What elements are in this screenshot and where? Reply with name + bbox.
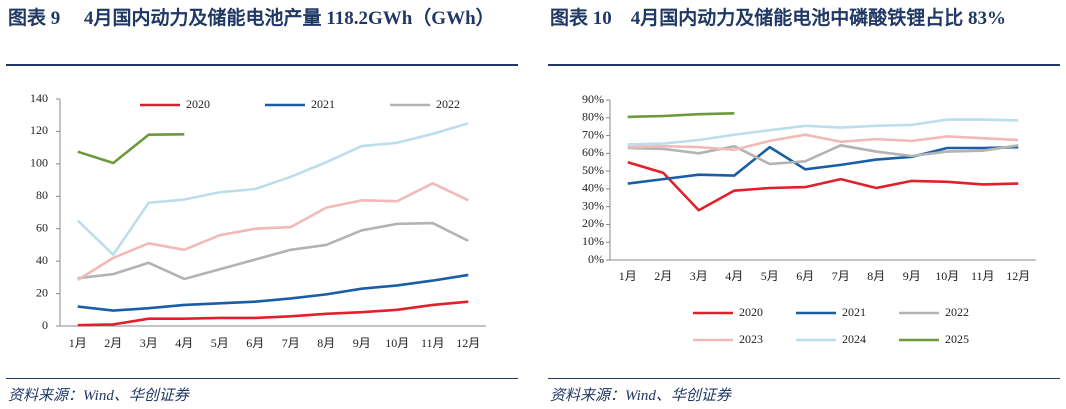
y-tick-label: 30% bbox=[582, 198, 604, 212]
legend-label: 2022 bbox=[436, 97, 460, 111]
series-line bbox=[77, 300, 469, 327]
legend-label: 2022 bbox=[945, 305, 969, 319]
y-tick-label: 100 bbox=[30, 156, 48, 170]
x-tick-label: 7月 bbox=[832, 269, 850, 283]
x-tick-label: 9月 bbox=[353, 336, 371, 350]
y-tick-label: 40% bbox=[582, 181, 604, 195]
y-tick-label: 10% bbox=[582, 234, 604, 248]
y-tick-label: 90% bbox=[582, 92, 604, 106]
legend-label: 2020 bbox=[739, 305, 763, 319]
y-tick-label: 50% bbox=[582, 163, 604, 177]
y-tick-label: 40 bbox=[36, 253, 48, 267]
legend-label: 2020 bbox=[186, 97, 210, 111]
x-tick-label: 4月 bbox=[725, 269, 743, 283]
x-tick-label: 10月 bbox=[385, 336, 409, 350]
x-tick-label: 12月 bbox=[1006, 269, 1030, 283]
series-line bbox=[77, 133, 185, 165]
x-tick-label: 9月 bbox=[903, 269, 921, 283]
chart-title: 图表 10 4月国内动力及储能电池中磷酸铁锂占比 83% bbox=[550, 8, 1007, 29]
source: 资料来源：Wind、华创证券 bbox=[550, 388, 731, 404]
series-line bbox=[627, 133, 1019, 152]
series-line bbox=[77, 221, 469, 281]
divider bbox=[6, 64, 518, 66]
legend-label: 2021 bbox=[842, 305, 866, 319]
y-tick-label: 60 bbox=[36, 220, 48, 234]
x-tick-label: 2月 bbox=[104, 336, 122, 350]
series-line bbox=[627, 112, 735, 119]
divider bbox=[548, 378, 1060, 379]
y-tick-label: 20% bbox=[582, 216, 604, 230]
legend-label: 2021 bbox=[311, 97, 335, 111]
legend-label: 2025 bbox=[945, 332, 969, 346]
x-tick-label: 3月 bbox=[690, 269, 708, 283]
x-tick-label: 7月 bbox=[282, 336, 300, 350]
x-tick-label: 11月 bbox=[421, 336, 445, 350]
x-tick-label: 5月 bbox=[211, 336, 229, 350]
x-tick-label: 1月 bbox=[69, 336, 87, 350]
x-tick-label: 4月 bbox=[175, 336, 193, 350]
x-tick-label: 2月 bbox=[654, 269, 672, 283]
x-tick-label: 8月 bbox=[867, 269, 885, 283]
legend-label: 2023 bbox=[739, 332, 763, 346]
x-tick-label: 8月 bbox=[317, 336, 335, 350]
x-tick-label: 6月 bbox=[796, 269, 814, 283]
divider bbox=[548, 64, 1060, 66]
y-tick-label: 60% bbox=[582, 145, 604, 159]
series-line bbox=[77, 273, 469, 312]
series-line bbox=[76, 122, 469, 256]
y-tick-label: 20 bbox=[36, 285, 48, 299]
series-line bbox=[627, 118, 1019, 146]
y-tick-label: 70% bbox=[582, 127, 604, 141]
x-tick-label: 12月 bbox=[456, 336, 480, 350]
chart-title: 图表 9 4月国内动力及储能电池产量 118.2GWh（GWh） bbox=[8, 8, 495, 29]
x-tick-label: 10月 bbox=[935, 269, 959, 283]
source: 资料来源：Wind、华创证券 bbox=[8, 388, 189, 404]
x-tick-label: 11月 bbox=[971, 269, 995, 283]
y-tick-label: 140 bbox=[30, 91, 48, 105]
y-tick-label: 0 bbox=[42, 318, 48, 332]
series-line bbox=[627, 144, 1019, 166]
series-line bbox=[627, 145, 1019, 185]
series-line bbox=[77, 182, 469, 282]
y-tick-label: 80% bbox=[582, 110, 604, 124]
y-tick-label: 120 bbox=[30, 123, 48, 137]
x-tick-label: 1月 bbox=[619, 269, 637, 283]
legend-label: 2024 bbox=[842, 332, 866, 346]
x-tick-label: 3月 bbox=[140, 336, 158, 350]
series-line bbox=[627, 160, 1019, 212]
y-tick-label: 0% bbox=[588, 252, 604, 266]
divider bbox=[6, 378, 518, 379]
y-tick-label: 80 bbox=[36, 188, 48, 202]
x-tick-label: 6月 bbox=[246, 336, 264, 350]
x-tick-label: 5月 bbox=[761, 269, 779, 283]
